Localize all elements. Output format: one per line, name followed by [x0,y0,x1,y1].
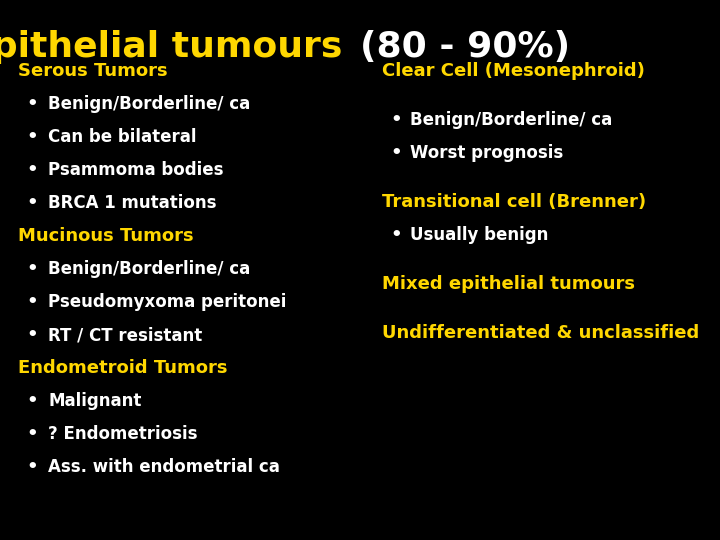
Text: •: • [26,194,38,212]
Text: RT / CT resistant: RT / CT resistant [48,326,202,344]
Text: Benign/Borderline/ ca: Benign/Borderline/ ca [410,111,612,129]
Text: •: • [26,95,38,113]
Text: •: • [26,260,38,278]
Text: Mixed epithelial tumours: Mixed epithelial tumours [382,275,635,293]
Text: Worst prognosis: Worst prognosis [410,144,563,162]
Text: Epithelial tumours: Epithelial tumours [0,30,355,64]
Text: Pseudomyxoma peritonei: Pseudomyxoma peritonei [48,293,287,311]
Text: Ass. with endometrial ca: Ass. with endometrial ca [48,458,280,476]
Text: Undifferentiated & unclassified: Undifferentiated & unclassified [382,324,699,342]
Text: •: • [390,111,402,129]
Text: ? Endometriosis: ? Endometriosis [48,425,197,443]
Text: Benign/Borderline/ ca: Benign/Borderline/ ca [48,260,251,278]
Text: (80 - 90%): (80 - 90%) [360,30,570,64]
Text: •: • [26,293,38,311]
Text: Psammoma bodies: Psammoma bodies [48,161,223,179]
Text: Transitional cell (Brenner): Transitional cell (Brenner) [382,193,646,211]
Text: •: • [390,144,402,162]
Text: •: • [26,161,38,179]
Text: Endometroid Tumors: Endometroid Tumors [18,359,228,377]
Text: •: • [26,326,38,344]
Text: •: • [26,458,38,476]
Text: Clear Cell (Mesonephroid): Clear Cell (Mesonephroid) [382,62,645,80]
Text: Usually benign: Usually benign [410,226,549,244]
Text: •: • [26,128,38,146]
Text: Benign/Borderline/ ca: Benign/Borderline/ ca [48,95,251,113]
Text: •: • [26,425,38,443]
Text: •: • [390,226,402,244]
Text: BRCA 1 mutations: BRCA 1 mutations [48,194,217,212]
Text: Can be bilateral: Can be bilateral [48,128,197,146]
Text: Malignant: Malignant [48,392,141,410]
Text: •: • [26,392,38,410]
Text: Mucinous Tumors: Mucinous Tumors [18,227,194,245]
Text: Serous Tumors: Serous Tumors [18,62,168,80]
